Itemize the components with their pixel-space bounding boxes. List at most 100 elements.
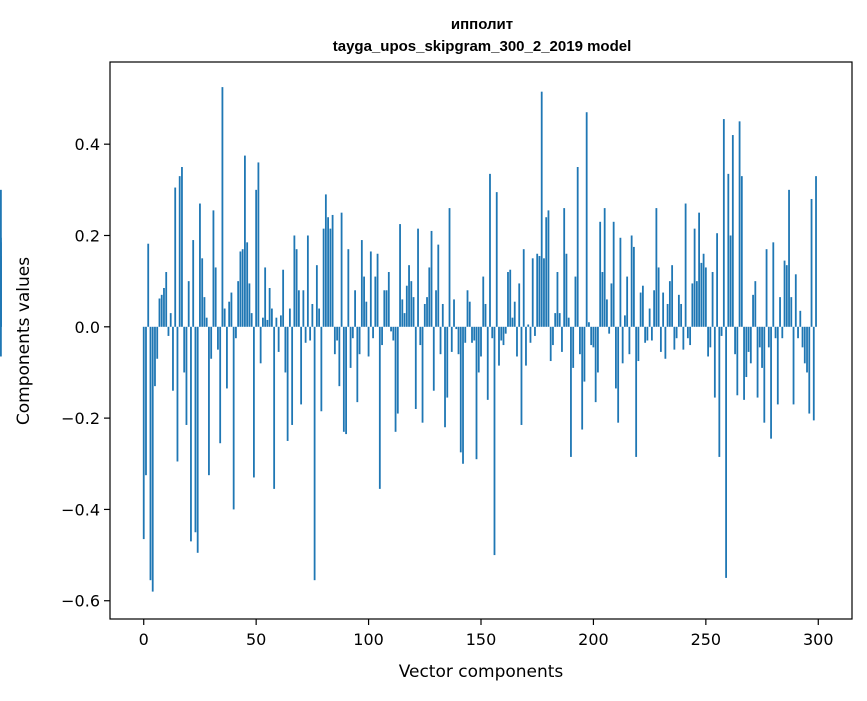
bar	[421, 326, 424, 423]
bar	[808, 326, 811, 414]
bar	[621, 326, 624, 364]
bar	[725, 326, 727, 578]
bar	[147, 243, 150, 327]
bar	[190, 326, 192, 542]
bar	[695, 281, 698, 327]
bar	[266, 319, 269, 327]
bar	[536, 253, 539, 327]
bar	[300, 326, 303, 405]
bar	[576, 167, 579, 327]
bar	[221, 87, 224, 327]
bar	[192, 240, 195, 327]
bar	[567, 317, 570, 327]
bar	[160, 294, 163, 327]
bar	[601, 272, 604, 327]
bar	[765, 249, 768, 327]
bar	[612, 221, 615, 327]
bar	[178, 176, 181, 327]
bar	[288, 308, 291, 327]
bar	[633, 246, 635, 327]
bar	[196, 326, 199, 553]
bar	[163, 288, 165, 327]
bar	[731, 135, 734, 327]
bar	[507, 272, 509, 327]
bar	[545, 217, 548, 327]
y-tick-label: 0.2	[75, 226, 100, 245]
bar	[626, 276, 629, 327]
bar	[511, 317, 514, 327]
bar	[268, 288, 271, 327]
bar	[367, 326, 370, 357]
bar	[799, 310, 802, 327]
bar	[597, 326, 599, 373]
bar	[509, 269, 512, 327]
x-axis-ticks: 0 50 100 150 200 250 300	[139, 619, 834, 649]
bar	[790, 297, 793, 327]
bar	[255, 189, 258, 327]
bar	[619, 237, 622, 327]
bar	[423, 303, 426, 327]
bar	[659, 326, 662, 352]
bar	[594, 326, 597, 403]
bar	[369, 251, 372, 327]
bar	[437, 244, 440, 327]
bar	[747, 326, 750, 352]
bar	[788, 189, 790, 327]
bar	[630, 235, 633, 327]
bar	[565, 253, 568, 327]
x-axis-label: Vector components	[399, 662, 564, 682]
bar	[468, 301, 471, 327]
bar	[758, 326, 761, 348]
bar	[477, 326, 480, 373]
y-axis-ticks: −0.6 −0.4 −0.2 0.0 0.2 0.4	[61, 135, 110, 611]
bar	[235, 326, 237, 339]
bar	[815, 176, 817, 327]
bar	[655, 208, 658, 327]
bar	[167, 326, 170, 336]
bar	[561, 326, 563, 352]
bar	[210, 326, 213, 359]
bar	[489, 173, 491, 327]
x-tick-label: 200	[578, 630, 609, 649]
bar	[399, 224, 401, 327]
bar	[239, 251, 242, 327]
bar	[527, 324, 530, 327]
bar	[450, 326, 453, 352]
bar	[426, 297, 428, 327]
bar	[232, 326, 235, 510]
bar	[349, 326, 352, 368]
bar	[785, 265, 788, 327]
bar	[181, 167, 183, 327]
bar	[462, 326, 464, 464]
bar	[812, 326, 815, 421]
bar	[475, 326, 478, 460]
bar	[698, 212, 700, 327]
bar	[329, 228, 332, 327]
bar	[538, 256, 541, 327]
bar	[158, 298, 161, 327]
bar	[342, 326, 345, 432]
bar	[315, 265, 318, 327]
bar	[347, 249, 350, 327]
bar	[722, 119, 725, 327]
bar	[448, 208, 451, 327]
bar	[237, 281, 240, 327]
bar	[169, 313, 172, 327]
bar	[648, 308, 651, 327]
y-axis-label: Components values	[14, 257, 34, 425]
bar	[675, 326, 678, 339]
bar	[403, 313, 406, 327]
bar	[772, 242, 775, 327]
bar	[783, 260, 786, 327]
bar	[419, 326, 422, 346]
bar	[320, 326, 323, 412]
bar	[549, 326, 552, 362]
bar	[230, 292, 233, 327]
bar	[156, 326, 159, 359]
bar	[212, 210, 215, 327]
bar	[684, 203, 687, 327]
bar	[219, 326, 222, 444]
bar	[327, 217, 329, 327]
bar	[711, 272, 714, 327]
bar	[214, 267, 217, 327]
